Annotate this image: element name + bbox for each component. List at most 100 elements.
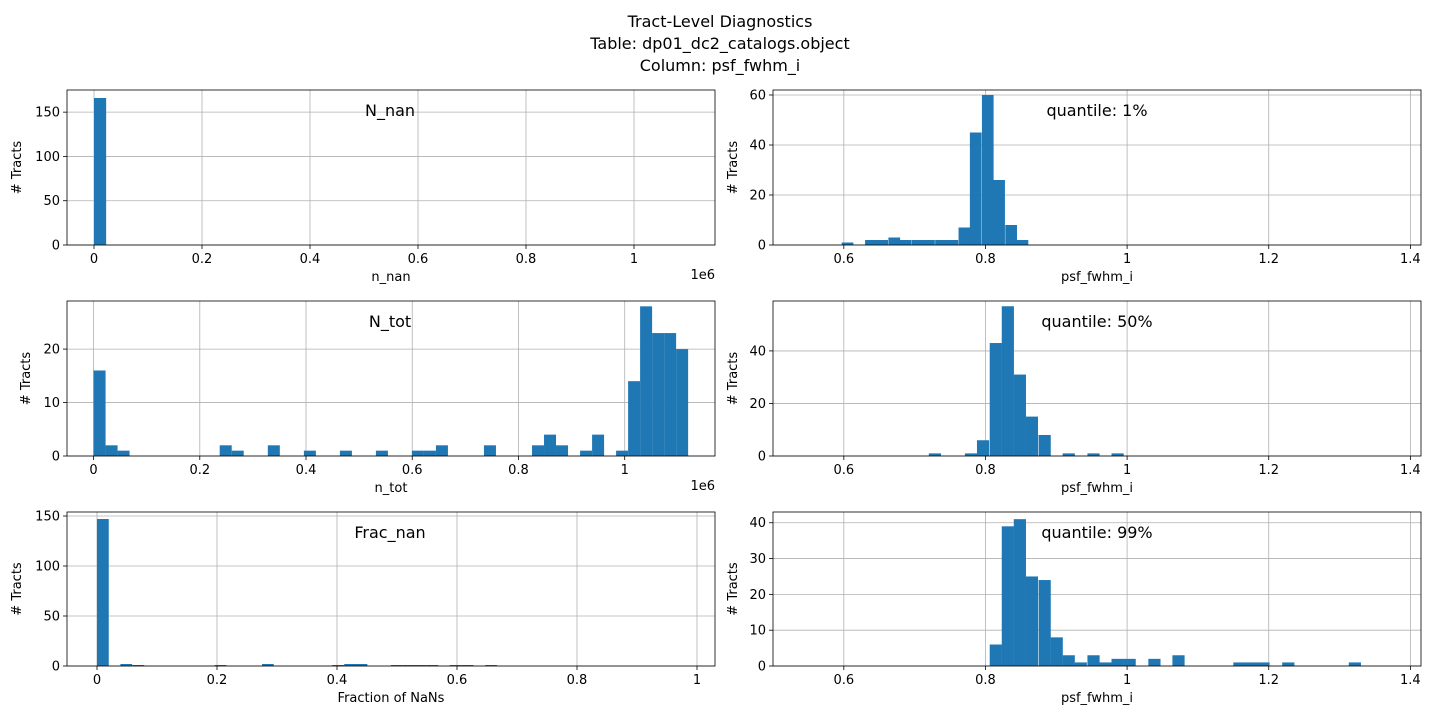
y-axis-label: # Tracts [726, 141, 741, 195]
y-tick-label: 50 [43, 610, 60, 625]
histogram-bar [1062, 655, 1075, 666]
y-axis-label: # Tracts [10, 141, 25, 195]
histogram-bar [1013, 374, 1026, 456]
histogram-bar [1282, 662, 1295, 666]
histogram-bar [664, 333, 677, 456]
histogram-bar [1013, 519, 1026, 666]
x-tick-label: 1 [621, 463, 629, 478]
histogram-bar [989, 644, 1002, 666]
histogram-bar [1233, 662, 1246, 666]
x-tick-label: 0.8 [975, 463, 996, 478]
x-tick-label: 1.4 [1400, 673, 1421, 688]
histogram-bar [414, 665, 427, 666]
axes-frame [66, 300, 716, 457]
x-tick-label: 0.2 [192, 252, 213, 267]
x-axis-label: Fraction of NaNs [338, 691, 445, 706]
x-tick-label: 1.4 [1400, 252, 1421, 267]
histogram-bar [231, 450, 244, 456]
x-tick-label: 0.6 [833, 463, 854, 478]
histogram-bar [339, 450, 352, 456]
histogram-bar [1245, 662, 1258, 666]
x-tick-label: 0.6 [833, 673, 854, 688]
histogram-bar [841, 242, 854, 245]
x-tick-label: 0 [89, 463, 97, 478]
y-axis-label: # Tracts [726, 562, 741, 616]
histogram-bar [267, 445, 280, 456]
y-tick-label: 0 [758, 239, 766, 254]
x-tick-label: 0.6 [402, 463, 423, 478]
histogram-bar [1050, 637, 1063, 666]
y-tick-label: 60 [749, 89, 766, 104]
histogram-bar [1123, 658, 1136, 666]
x-axis-label: n_tot [375, 481, 408, 496]
y-axis-label: # Tracts [10, 562, 25, 616]
x-tick-label: 0.6 [833, 252, 854, 267]
histogram-bar [1016, 240, 1029, 245]
y-tick-label: 0 [758, 450, 766, 465]
figure-title-line-1: Tract-Level Diagnostics [627, 12, 813, 31]
y-tick-label: 0 [758, 660, 766, 675]
histogram-bar [461, 665, 474, 666]
x-tick-label: 1 [1123, 252, 1131, 267]
histogram-bar [865, 240, 877, 245]
axes-frame [66, 511, 716, 667]
x-tick-label: 0 [90, 252, 98, 267]
figure-title-line-2: Table: dp01_dc2_catalogs.object [590, 34, 850, 53]
histogram-bar [485, 665, 497, 666]
histogram-bar [964, 453, 978, 456]
histogram-bar [532, 445, 545, 456]
histogram-bar [946, 240, 959, 245]
y-axis-label: # Tracts [726, 352, 741, 406]
axes-frame [772, 89, 1422, 246]
histogram-bar [303, 450, 316, 456]
x-tick-label: 0.8 [975, 252, 996, 267]
histogram-bar [1087, 655, 1100, 666]
histogram-bar [97, 519, 109, 666]
histogram-bar [1087, 453, 1100, 456]
histogram-bar [888, 237, 901, 245]
panel-title: quantile: 50% [1041, 312, 1152, 331]
histogram-bar [580, 450, 593, 456]
histogram-bar [423, 450, 436, 456]
histogram-bar [449, 665, 462, 666]
y-tick-label: 50 [43, 194, 60, 209]
histogram-bar [652, 333, 665, 456]
y-tick-label: 20 [43, 343, 60, 358]
histogram-bar [1038, 580, 1051, 666]
histogram-bar [1257, 662, 1270, 666]
histogram-bar [344, 664, 356, 666]
histogram-bar [1001, 306, 1014, 456]
x-offset-label: 1e6 [690, 268, 715, 283]
panel-title: quantile: 1% [1046, 101, 1147, 120]
histogram-bar [676, 349, 689, 456]
histogram-bar [981, 95, 994, 245]
histogram-bar [332, 665, 344, 666]
histogram-bar [403, 665, 415, 666]
histogram-bar [556, 445, 569, 456]
x-tick-label: 1.4 [1400, 463, 1421, 478]
x-tick-label: 1.2 [1258, 252, 1279, 267]
histogram-bar [1074, 662, 1087, 666]
x-tick-label: 0 [93, 673, 101, 688]
y-tick-label: 40 [749, 139, 766, 154]
histogram-bar [876, 240, 889, 245]
histogram-bar [262, 664, 274, 666]
histogram-bar [391, 665, 403, 666]
y-tick-label: 100 [35, 150, 60, 165]
axes-frame [772, 511, 1422, 667]
panel-title: N_nan [365, 101, 415, 121]
histogram-bar [544, 434, 557, 456]
histogram-bar [1025, 576, 1039, 666]
y-tick-label: 10 [749, 624, 766, 639]
histogram-bar [1062, 453, 1075, 456]
y-tick-label: 30 [749, 552, 766, 567]
axes-frame [772, 300, 1422, 457]
x-axis-label: n_nan [371, 270, 410, 285]
x-tick-label: 0.8 [508, 463, 529, 478]
x-tick-label: 0.4 [300, 252, 321, 267]
histogram-bar [483, 445, 496, 456]
histogram-bar [375, 450, 388, 456]
x-tick-label: 0.8 [975, 673, 996, 688]
x-tick-label: 0.6 [447, 673, 468, 688]
